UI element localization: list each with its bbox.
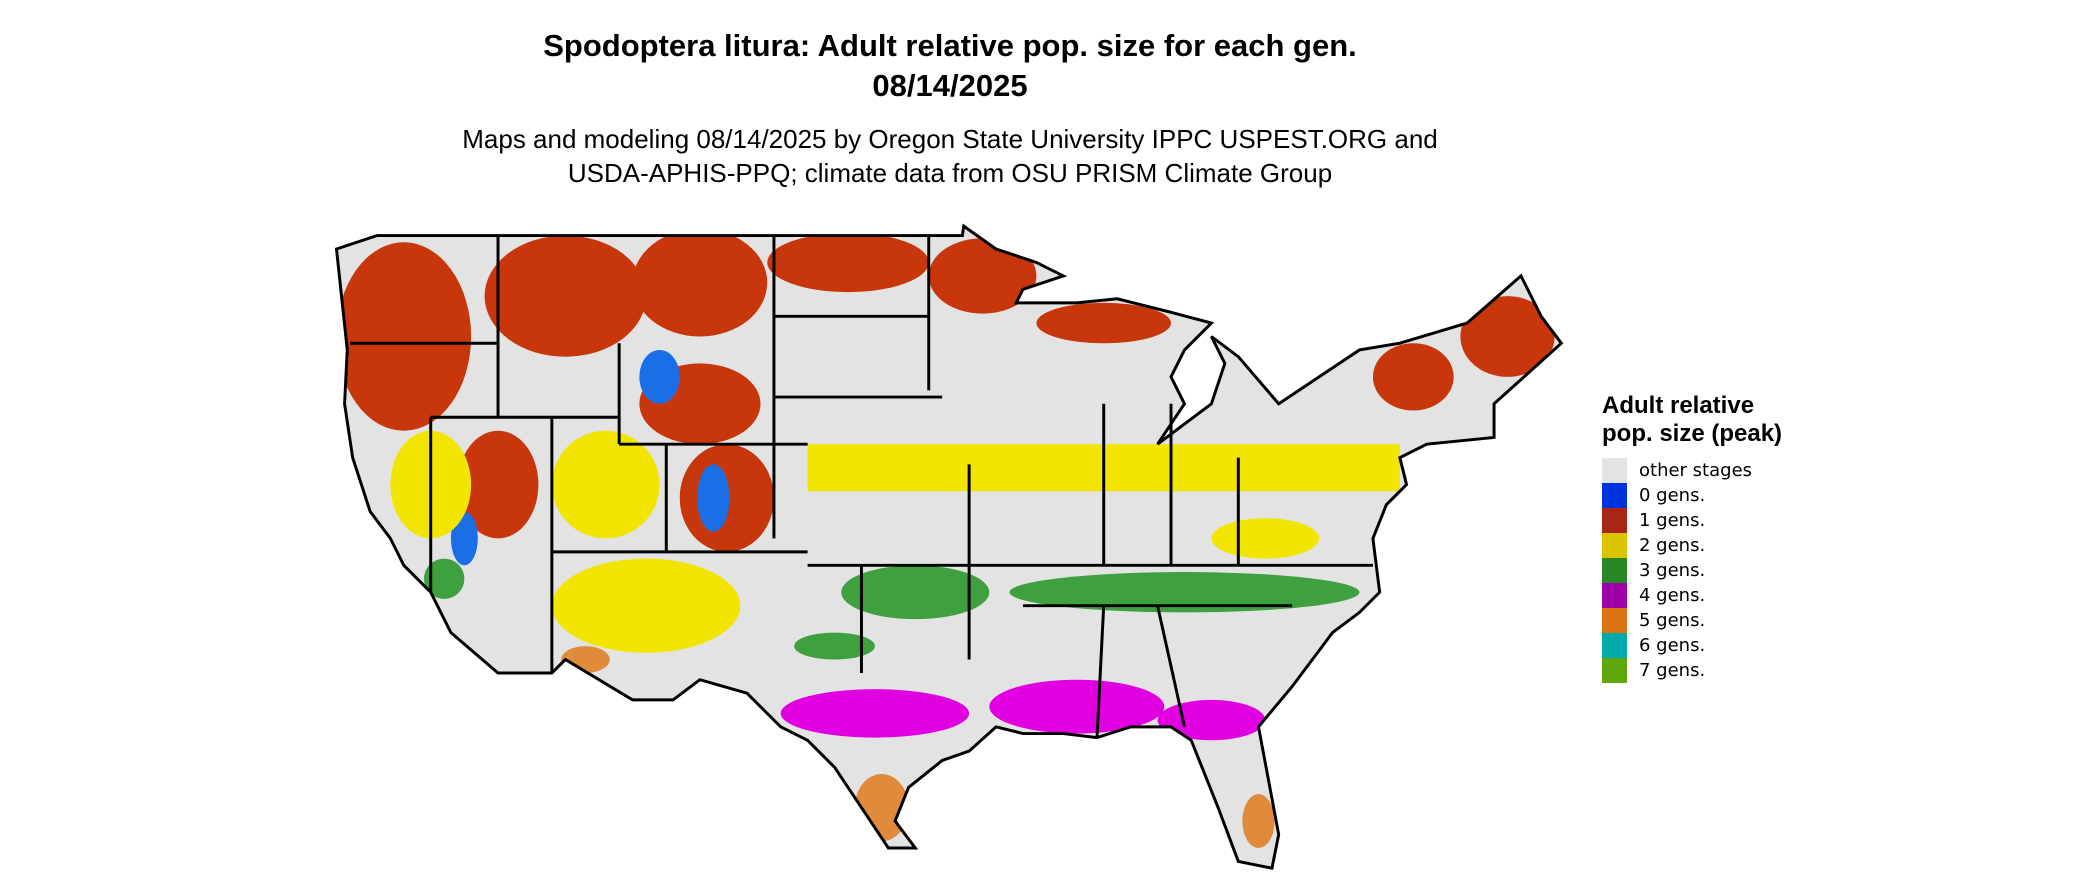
legend-item: 1 gens. xyxy=(1602,508,1802,533)
region-3-gen xyxy=(423,558,1360,660)
legend-item: 6 gens. xyxy=(1602,633,1802,658)
legend-label: 6 gens. xyxy=(1639,635,1706,656)
legend-label: 2 gens. xyxy=(1639,535,1706,556)
legend-label: other stages xyxy=(1639,460,1753,481)
subtitle-line-1: Maps and modeling 08/14/2025 by Oregon S… xyxy=(462,124,1438,154)
title-line-1: Spodoptera litura: Adult relative pop. s… xyxy=(543,28,1357,63)
map-fill xyxy=(336,226,1562,869)
subtitle-line-2: USDA-APHIS-PPQ; climate data from OSU PR… xyxy=(567,158,1333,188)
legend-items: other stages 0 gens. 1 gens. 2 gens. 3 gens.… xyxy=(1602,458,1802,683)
region-0-gen xyxy=(450,349,730,566)
legend-item: 4 gens. xyxy=(1602,583,1802,608)
legend-swatch xyxy=(1602,633,1627,658)
legend-swatch xyxy=(1602,508,1627,533)
map-subtitle: Maps and modeling 08/14/2025 by Oregon S… xyxy=(0,122,1900,190)
legend-swatch xyxy=(1602,458,1627,483)
legend-item: other stages xyxy=(1602,458,1802,483)
legend-item: 3 gens. xyxy=(1602,558,1802,583)
legend-item: 2 gens. xyxy=(1602,533,1802,558)
legend-swatch xyxy=(1602,658,1627,683)
legend-label: 4 gens. xyxy=(1639,585,1706,606)
legend-swatch xyxy=(1602,583,1627,608)
legend-label: 7 gens. xyxy=(1639,660,1706,681)
legend-label: 3 gens. xyxy=(1639,560,1706,581)
legend: Adult relative pop. size (peak) other st… xyxy=(1602,392,1802,683)
legend-swatch xyxy=(1602,608,1627,633)
legend-label: 1 gens. xyxy=(1639,510,1706,531)
legend-item: 0 gens. xyxy=(1602,483,1802,508)
legend-swatch xyxy=(1602,533,1627,558)
map-title: Spodoptera litura: Adult relative pop. s… xyxy=(0,26,1900,106)
legend-swatch xyxy=(1602,483,1627,508)
legend-title: Adult relative pop. size (peak) xyxy=(1602,392,1783,447)
legend-label: 5 gens. xyxy=(1639,610,1706,631)
state-borders xyxy=(335,225,1563,870)
legend-item: 5 gens. xyxy=(1602,608,1802,633)
legend-label: 0 gens. xyxy=(1639,485,1706,506)
region-4-gen xyxy=(780,679,1266,741)
title-date: 08/14/2025 xyxy=(872,68,1028,103)
legend-swatch xyxy=(1602,558,1627,583)
legend-item: 7 gens. xyxy=(1602,658,1802,683)
